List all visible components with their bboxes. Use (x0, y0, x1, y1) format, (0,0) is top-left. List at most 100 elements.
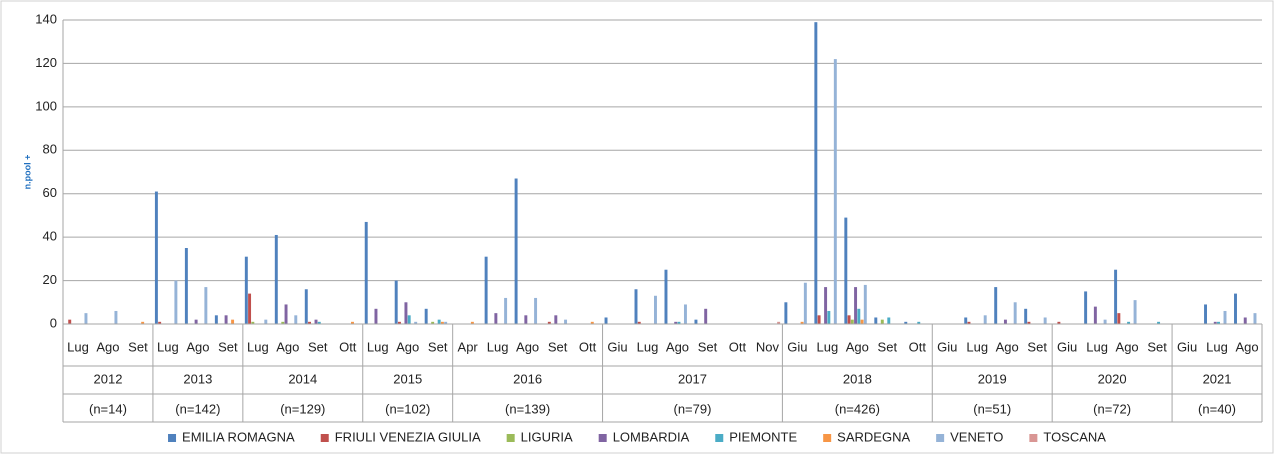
bar (694, 319, 698, 324)
bar (524, 315, 528, 324)
group-year-label: 2021 (1203, 371, 1232, 386)
x-tick-label: Apr (458, 339, 479, 354)
bar (634, 289, 638, 324)
bar (880, 319, 884, 324)
bar (281, 321, 285, 324)
bar (304, 289, 308, 324)
bar (294, 315, 298, 324)
x-tick-label: Lug (157, 339, 179, 354)
bar (994, 287, 998, 324)
bar (317, 321, 321, 324)
group-n-label: (n=51) (973, 401, 1011, 416)
bar (404, 302, 408, 324)
bar (494, 313, 498, 324)
bar (1253, 313, 1257, 324)
bar (374, 308, 378, 324)
bar (1217, 321, 1220, 324)
bar (184, 248, 188, 324)
bar (424, 308, 428, 324)
bar (158, 321, 162, 324)
legend-label: LOMBARDIA (613, 429, 690, 444)
bar (437, 319, 441, 324)
bar (833, 59, 837, 324)
bar (1243, 317, 1247, 324)
x-tick-label: Ott (729, 339, 747, 354)
bar (817, 315, 821, 324)
x-tick-label: Set (698, 339, 718, 354)
y-axis-label: n.pool + (22, 155, 32, 190)
x-tick-label: Lug (817, 339, 839, 354)
bar (431, 321, 435, 324)
bar (547, 321, 551, 324)
group-year-label: 2014 (288, 371, 317, 386)
bar (1103, 319, 1107, 324)
bar (397, 321, 401, 324)
group-n-label: (n=79) (673, 401, 711, 416)
bar (683, 304, 687, 324)
bar (863, 284, 867, 324)
bar (1234, 293, 1237, 324)
x-tick-label: Set (308, 339, 328, 354)
group-n-label: (n=102) (385, 401, 430, 416)
x-tick-label: Giu (1057, 339, 1077, 354)
legend-label: FRIULI VENEZIA GIULIA (335, 429, 481, 444)
group-year-label: 2020 (1098, 371, 1127, 386)
x-tick-label: Set (428, 339, 448, 354)
bar (224, 315, 228, 324)
y-tick-label: 60 (43, 185, 57, 200)
bar (964, 317, 968, 324)
bar (308, 321, 311, 324)
bar (654, 295, 657, 324)
bar (1043, 317, 1047, 324)
x-tick-label: Ago (1116, 339, 1139, 354)
bar (244, 256, 248, 324)
bar (1013, 302, 1017, 324)
group-year-label: 2015 (393, 371, 422, 386)
x-tick-label: Ott (339, 339, 357, 354)
bar (1003, 319, 1007, 324)
legend-swatch (598, 434, 607, 442)
bar (983, 315, 987, 324)
x-tick-label: Giu (787, 339, 807, 354)
x-tick-label: Set (218, 339, 238, 354)
group-year-label: 2012 (94, 371, 123, 386)
bar (860, 319, 864, 324)
x-tick-label: Ago (186, 339, 209, 354)
x-tick-label: Ago (846, 339, 869, 354)
bar (704, 308, 708, 324)
bar (274, 234, 278, 324)
bar (534, 297, 538, 324)
bar (887, 317, 891, 324)
x-tick-label: Lug (67, 339, 89, 354)
bar (1223, 310, 1227, 324)
bar (174, 280, 178, 324)
y-tick-label: 40 (43, 229, 57, 244)
bar (141, 321, 145, 324)
y-tick-label: 140 (35, 11, 57, 26)
bar (784, 302, 788, 324)
x-tick-label: Lug (1206, 339, 1228, 354)
bar (637, 321, 641, 324)
x-tick-label: Giu (607, 339, 627, 354)
legend-label: EMILIA ROMAGNA (182, 429, 295, 444)
bar (284, 304, 288, 324)
bar (904, 321, 908, 324)
bar (604, 317, 608, 324)
x-tick-label: Lug (247, 339, 269, 354)
x-tick-label: Set (1027, 339, 1047, 354)
bar (857, 308, 861, 324)
bar (248, 293, 252, 324)
bar (204, 287, 208, 324)
bar (874, 317, 878, 324)
bar (264, 319, 268, 324)
bar (1057, 321, 1061, 324)
bar (414, 321, 418, 324)
bar (1157, 321, 1161, 324)
bar (231, 319, 235, 324)
group-n-label: (n=40) (1198, 401, 1236, 416)
bar (504, 297, 508, 324)
bar (194, 319, 198, 324)
x-tick-label: Set (878, 339, 898, 354)
bar (484, 256, 488, 324)
x-tick-label: Ago (1235, 339, 1258, 354)
